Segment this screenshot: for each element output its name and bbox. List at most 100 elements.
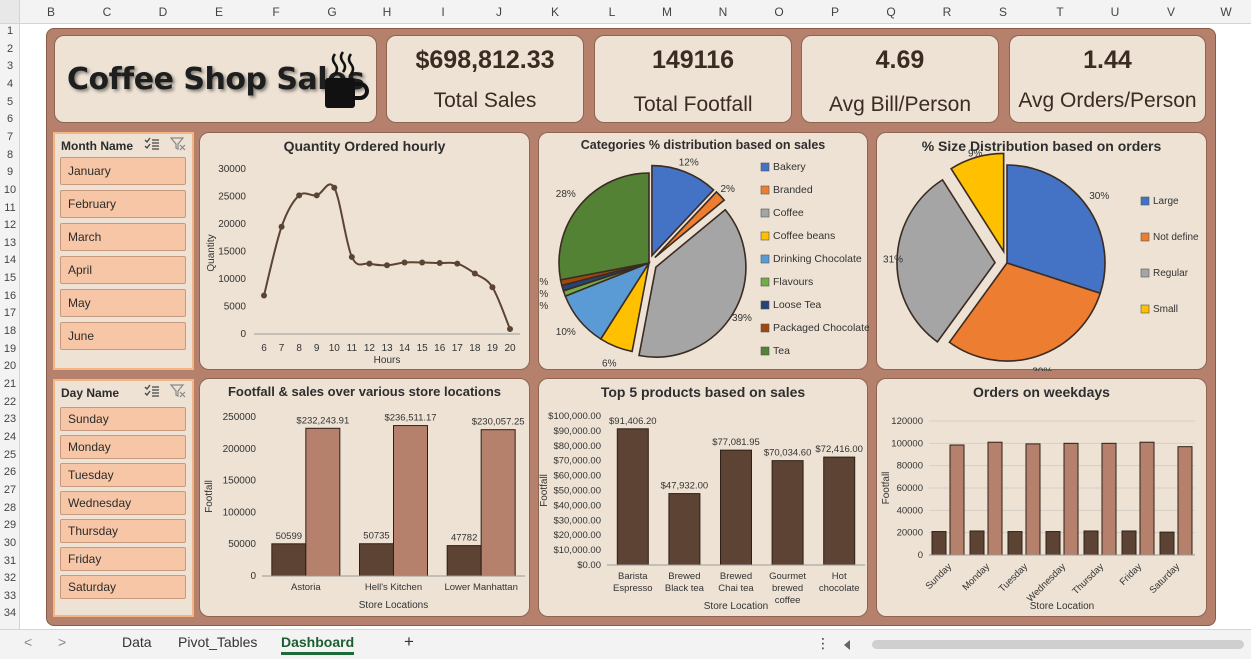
slicer-item[interactable]: Saturday <box>60 575 186 599</box>
row-number[interactable]: 26 <box>3 466 17 479</box>
column-letter[interactable]: H <box>382 5 392 19</box>
slice-label: 9% <box>968 149 983 160</box>
column-letter[interactable]: B <box>46 5 55 19</box>
row-number[interactable]: 32 <box>3 572 17 585</box>
column-letter[interactable]: E <box>214 5 223 19</box>
row-number[interactable]: 17 <box>3 307 17 320</box>
row-number[interactable]: 1 <box>6 25 14 37</box>
slicer-item[interactable]: Monday <box>60 435 186 459</box>
row-number[interactable]: 4 <box>6 77 14 90</box>
row-number[interactable]: 10 <box>3 183 17 196</box>
column-letter[interactable]: G <box>327 5 337 19</box>
x-tick-label: Gourmet <box>769 571 806 582</box>
slicer-item[interactable]: April <box>60 256 186 284</box>
row-number[interactable]: 28 <box>3 501 17 514</box>
slicer-item[interactable]: Sunday <box>60 407 186 431</box>
multi-select-icon[interactable] <box>144 137 160 151</box>
slicer-item[interactable]: Tuesday <box>60 463 186 487</box>
tab-data[interactable]: Data <box>122 634 152 650</box>
legend-entry: Bakery <box>773 161 806 173</box>
add-sheet-button[interactable]: + <box>404 632 414 651</box>
column-letter[interactable]: J <box>496 5 502 19</box>
column-letter[interactable]: Q <box>886 5 896 19</box>
slice-label: 39% <box>732 313 752 324</box>
row-number[interactable]: 19 <box>3 342 17 355</box>
pie-slice <box>896 178 996 344</box>
column-letter[interactable]: C <box>102 5 112 19</box>
slicer-item[interactable]: Wednesday <box>60 491 186 515</box>
x-tick-label: Brewed <box>720 571 752 582</box>
column-letter[interactable]: F <box>272 5 280 19</box>
data-point <box>489 284 496 291</box>
column-letter[interactable]: R <box>942 5 952 19</box>
scroll-left-icon[interactable] <box>842 639 852 651</box>
column-letter[interactable]: L <box>608 5 616 19</box>
column-letter[interactable]: W <box>1220 5 1232 19</box>
row-number[interactable]: 18 <box>3 325 17 338</box>
clear-filter-icon[interactable] <box>170 384 186 398</box>
row-number[interactable]: 8 <box>6 148 14 161</box>
slicer-item[interactable]: June <box>60 322 186 350</box>
slicer-item[interactable]: May <box>60 289 186 317</box>
multi-select-icon[interactable] <box>144 384 160 398</box>
column-letter[interactable]: O <box>774 5 784 19</box>
column-letter[interactable]: M <box>662 5 672 19</box>
row-number[interactable]: 31 <box>3 554 17 567</box>
slicer-item[interactable]: February <box>60 190 186 218</box>
more-options-icon[interactable]: ⋮ <box>816 635 830 651</box>
row-number[interactable]: 25 <box>3 448 17 461</box>
y-axis-label: Footfall <box>539 474 550 507</box>
horizontal-scrollbar[interactable] <box>872 640 1244 649</box>
kpi-value: $698,812.33 <box>415 46 555 74</box>
slice-label: 6% <box>602 358 617 369</box>
column-letter[interactable]: N <box>718 5 728 19</box>
select-all-corner[interactable] <box>0 0 20 24</box>
tab-dashboard[interactable]: Dashboard <box>281 634 355 655</box>
row-number[interactable]: 12 <box>3 219 17 232</box>
row-number[interactable]: 21 <box>3 378 17 390</box>
chart-title: Categories % distribution based on sales <box>580 138 826 152</box>
slicer-item[interactable]: Thursday <box>60 519 186 543</box>
x-axis-label: Hours <box>374 355 401 366</box>
row-number[interactable]: 27 <box>3 483 17 496</box>
row-number[interactable]: 9 <box>6 166 14 179</box>
kpi-label: Total Sales <box>433 89 537 112</box>
slicer-item[interactable]: Friday <box>60 547 186 571</box>
row-number[interactable]: 30 <box>3 536 17 549</box>
slicer-item[interactable]: March <box>60 223 186 251</box>
row-number[interactable]: 11 <box>4 201 16 214</box>
row-number[interactable]: 5 <box>6 95 14 108</box>
column-letter[interactable]: T <box>1056 5 1064 19</box>
legend-swatch <box>760 185 770 195</box>
column-letter[interactable]: U <box>1110 5 1120 19</box>
row-number[interactable]: 20 <box>3 360 17 373</box>
row-number[interactable]: 7 <box>6 130 14 143</box>
row-number[interactable]: 3 <box>6 60 14 73</box>
data-point <box>261 292 267 299</box>
row-number[interactable]: 34 <box>3 607 17 620</box>
data-label: $236,511.17 <box>384 413 436 424</box>
column-letter[interactable]: P <box>830 5 839 19</box>
column-letter[interactable]: D <box>158 5 168 19</box>
prev-sheet-button[interactable]: < <box>24 634 33 650</box>
x-axis-label: Store Locations <box>359 600 429 611</box>
row-number[interactable]: 6 <box>6 113 14 126</box>
row-number[interactable]: 23 <box>3 413 17 426</box>
row-number[interactable]: 22 <box>3 395 17 408</box>
column-letter[interactable]: K <box>550 5 559 19</box>
row-number[interactable]: 24 <box>3 430 17 443</box>
row-number[interactable]: 16 <box>3 289 17 302</box>
column-letter[interactable]: S <box>998 5 1007 19</box>
clear-filter-icon[interactable] <box>170 137 186 151</box>
row-number[interactable]: 14 <box>3 254 17 267</box>
slicer-item[interactable]: January <box>60 157 186 185</box>
column-letter[interactable]: I <box>441 5 445 19</box>
column-letter[interactable]: V <box>1166 5 1175 19</box>
row-number[interactable]: 2 <box>6 42 14 55</box>
next-sheet-button[interactable]: > <box>58 634 67 650</box>
row-number[interactable]: 33 <box>3 589 17 602</box>
row-number[interactable]: 13 <box>3 236 17 249</box>
row-number[interactable]: 15 <box>3 272 17 285</box>
tab-pivot-tables[interactable]: Pivot_Tables <box>178 634 258 650</box>
row-number[interactable]: 29 <box>3 519 17 532</box>
